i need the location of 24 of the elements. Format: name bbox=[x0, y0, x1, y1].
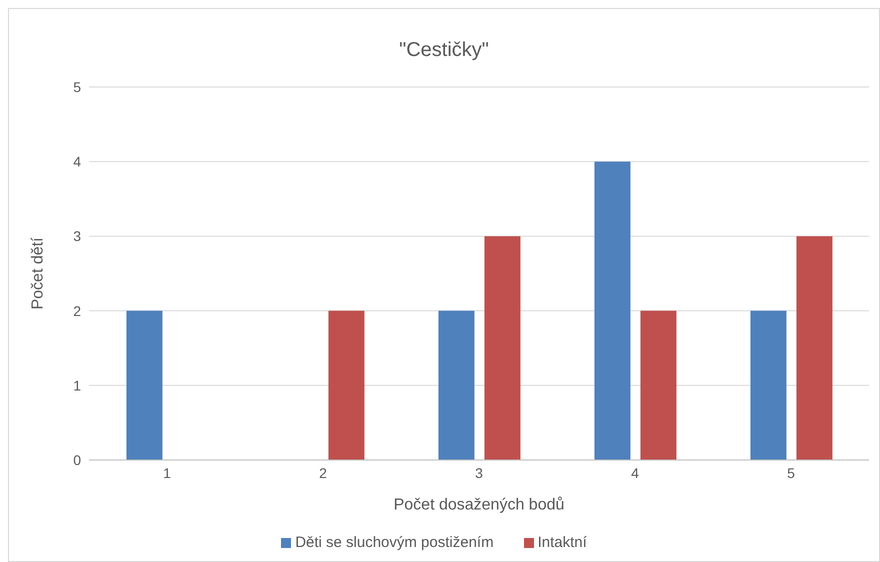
x-tick-label: 4 bbox=[631, 464, 640, 481]
bar bbox=[796, 236, 832, 460]
bar bbox=[750, 310, 786, 460]
x-tick-label: 5 bbox=[787, 464, 796, 481]
y-tick-label: 0 bbox=[73, 452, 82, 468]
y-tick-label: 5 bbox=[73, 78, 82, 95]
y-tick-label: 4 bbox=[73, 154, 82, 170]
x-tick-label: 2 bbox=[319, 464, 328, 481]
y-axis-title: Počet dětí bbox=[30, 236, 47, 310]
y-tick-label: 2 bbox=[73, 302, 82, 319]
legend-label: Děti se sluchovým postižením bbox=[295, 534, 494, 551]
bar bbox=[438, 310, 474, 460]
bar bbox=[328, 310, 364, 460]
x-tick-label: 1 bbox=[163, 464, 172, 481]
x-axis-title: Počet dosažených bodů bbox=[394, 496, 564, 514]
bar bbox=[484, 236, 520, 460]
bar bbox=[126, 310, 162, 460]
y-tick-label: 3 bbox=[73, 228, 82, 244]
bar bbox=[640, 310, 676, 460]
legend-label: Intaktní bbox=[538, 534, 587, 551]
chart-title: "Cestičky" bbox=[398, 39, 490, 62]
x-tick-label: 3 bbox=[475, 464, 484, 481]
bar bbox=[594, 162, 630, 460]
y-tick-label: 1 bbox=[73, 377, 82, 394]
